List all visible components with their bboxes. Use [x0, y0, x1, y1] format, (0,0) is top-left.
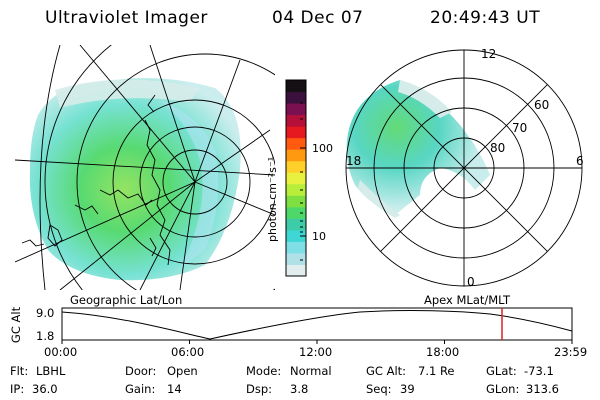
colorbar-segment: [286, 91, 306, 104]
date-label: 04 Dec 07: [272, 8, 364, 28]
colorbar-segment: [286, 206, 306, 219]
colorbar-ticks: [300, 102, 306, 261]
colorbar-segment: [286, 137, 306, 150]
mlt-12-label: 12: [481, 47, 496, 61]
mode-label: Mode:: [246, 364, 282, 378]
gain-label: Gain:: [125, 382, 156, 396]
x-tick-0000: 00:00: [44, 345, 78, 359]
colorbar-segment: [286, 218, 306, 231]
geographic-panel-label: Geographic Lat/Lon: [70, 293, 183, 307]
apex-grid: [345, 49, 583, 287]
ip-value: 36.0: [32, 382, 58, 396]
mlt-0-label: 0: [467, 275, 475, 289]
apex-polar-plot: 12 18 6 0 60 70 80: [345, 47, 584, 289]
colorbar: [285, 79, 307, 277]
glat-label: GLat:: [486, 364, 517, 378]
gain-value: 14: [167, 382, 182, 396]
colorbar-segment: [286, 264, 306, 277]
filter-label: Flt:: [10, 364, 29, 378]
ip-label: IP:: [10, 382, 25, 396]
colorbar-segment: [286, 183, 306, 196]
gc-alt-value: 7.1 Re: [418, 364, 455, 378]
altitude-curve: [61, 310, 573, 340]
x-tick-1200: 12:00: [299, 345, 333, 359]
x-tick-1800: 18:00: [426, 345, 460, 359]
altitude-axis-label: GC Alt: [9, 306, 23, 344]
altitude-max-label: 9.0: [36, 306, 55, 320]
glon-label: GLon:: [486, 382, 520, 396]
altitude-plot: [61, 307, 573, 344]
colorbar-segment: [286, 126, 306, 139]
glon-value: 313.6: [526, 382, 559, 396]
colorbar-segment: [286, 241, 306, 254]
colorbar-segment: [286, 103, 306, 116]
colorbar-segment: [286, 195, 306, 208]
colorbar-tick-10: 10: [312, 230, 326, 243]
colorbar-tick-100: 100: [312, 142, 333, 155]
colorbar-frame: [285, 79, 307, 277]
colorbar-unit-label: photon cm⁻²s⁻¹: [266, 157, 279, 242]
colorbar-segment: [286, 229, 306, 242]
door-label: Door:: [125, 364, 157, 378]
x-tick-2359: 23:59: [554, 345, 588, 359]
seq-value: 39: [400, 382, 415, 396]
colorbar-segment: [286, 80, 306, 93]
gc-alt-label: GC Alt:: [366, 364, 407, 378]
dsp-label: Dsp:: [246, 382, 273, 396]
mode-value: Normal: [290, 364, 332, 378]
colorbar-segment: [286, 172, 306, 185]
mlat-60-label: 60: [534, 98, 549, 112]
door-value: Open: [167, 364, 198, 378]
coastline: [21, 94, 171, 266]
glat-value: -73.1: [524, 364, 554, 378]
filter-value: LBHL: [36, 364, 66, 378]
x-tick-0600: 06:00: [171, 345, 205, 359]
colorbar-segment: [286, 160, 306, 173]
apex-aurora-image: [346, 80, 490, 215]
geographic-map: [15, 45, 275, 290]
altitude-min-label: 1.8: [36, 329, 55, 343]
colorbar-segment: [286, 114, 306, 127]
mlat-80-label: 80: [490, 141, 505, 155]
colorbar-segment: [286, 252, 306, 265]
mlt-18-label: 18: [346, 154, 361, 168]
apex-panel-label: Apex MLat/MLT: [424, 293, 511, 307]
geo-lat-lon-grid: [15, 45, 275, 290]
mlat-70-label: 70: [512, 121, 527, 135]
dsp-value: 3.8: [290, 382, 309, 396]
instrument-title: Ultraviolet Imager: [45, 8, 208, 28]
colorbar-segment: [286, 149, 306, 162]
mlt-6-label: 6: [576, 154, 584, 168]
time-label: 20:49:43 UT: [430, 8, 541, 28]
seq-label: Seq:: [366, 382, 392, 396]
